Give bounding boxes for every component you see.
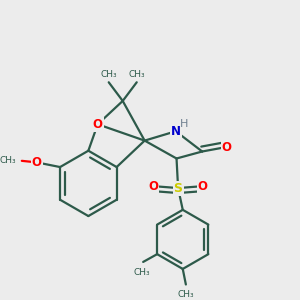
Text: O: O (32, 156, 42, 169)
Text: CH₃: CH₃ (100, 70, 117, 79)
Text: O: O (93, 118, 103, 131)
Text: CH₃: CH₃ (178, 290, 194, 299)
Text: CH₃: CH₃ (128, 70, 145, 79)
Text: O: O (148, 180, 158, 193)
Text: N: N (171, 125, 181, 138)
Text: O: O (221, 141, 232, 154)
Text: CH₃: CH₃ (0, 156, 16, 165)
Text: CH₃: CH₃ (133, 268, 150, 277)
Text: S: S (174, 182, 183, 194)
Text: O: O (198, 180, 208, 193)
Text: H: H (180, 119, 189, 129)
